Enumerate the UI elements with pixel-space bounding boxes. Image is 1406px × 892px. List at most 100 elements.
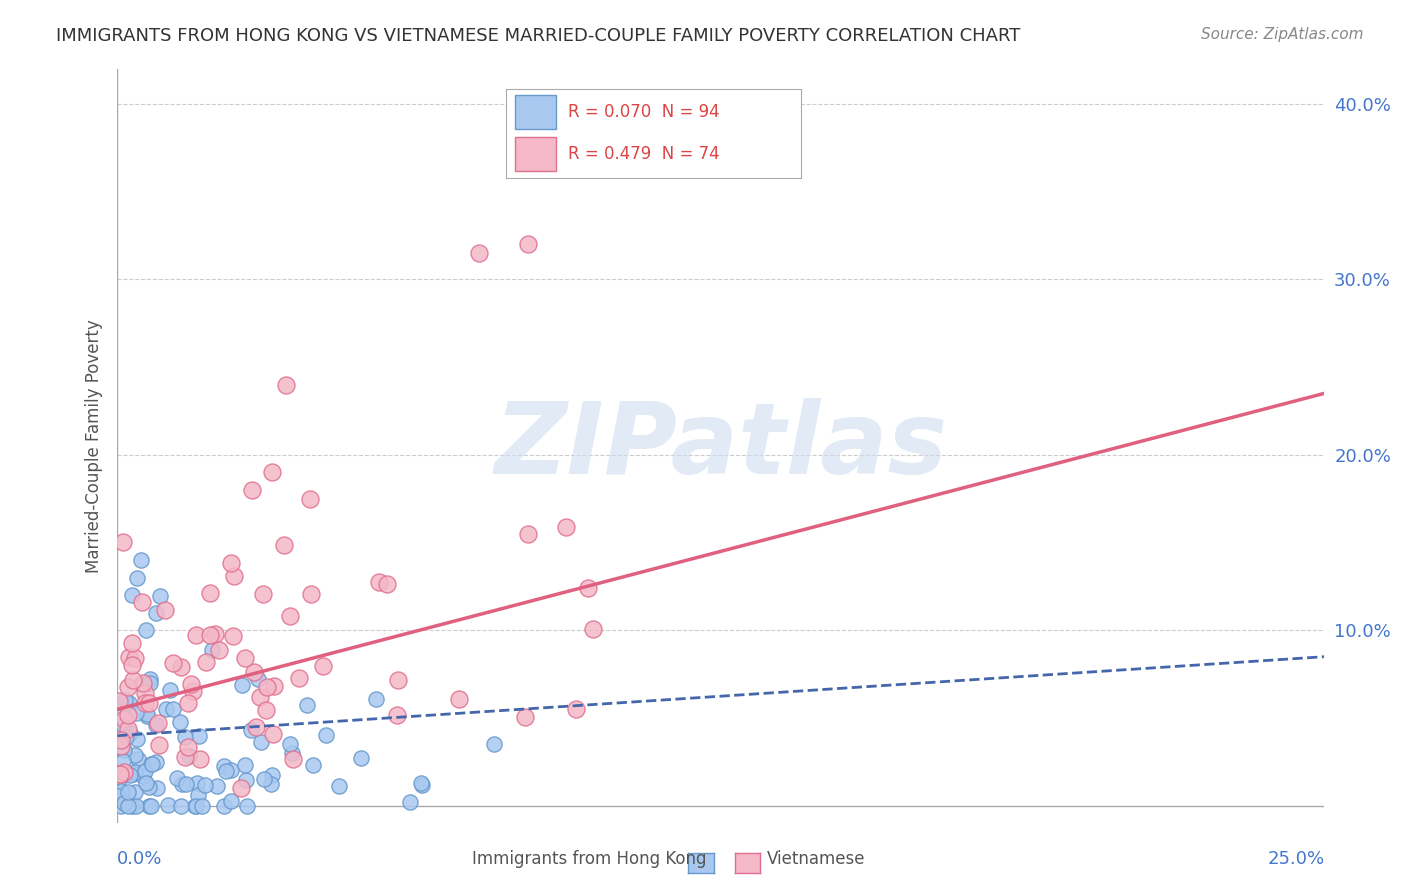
Point — [295, 698, 318, 713]
Point — [149, 589, 172, 603]
Point — [411, 778, 433, 792]
Point — [108, 708, 131, 723]
Point — [315, 728, 337, 742]
Point — [245, 720, 267, 734]
Point — [260, 466, 283, 480]
Point — [153, 603, 176, 617]
Point — [283, 752, 305, 766]
Point — [162, 701, 184, 715]
Point — [115, 731, 138, 745]
Y-axis label: Married-Couple Family Poverty: Married-Couple Family Poverty — [86, 319, 103, 573]
Point — [278, 609, 301, 624]
Point — [145, 718, 167, 732]
Point — [212, 799, 235, 814]
Point — [235, 772, 257, 787]
Text: R = 0.479  N = 74: R = 0.479 N = 74 — [568, 145, 720, 163]
Point — [215, 764, 238, 778]
Point — [112, 765, 135, 780]
Point — [125, 706, 148, 720]
Point — [299, 491, 322, 506]
Point — [145, 606, 167, 620]
Point — [288, 671, 311, 685]
Point — [110, 767, 132, 781]
Point — [249, 690, 271, 705]
Point — [170, 660, 193, 674]
Point — [276, 377, 298, 392]
Point — [112, 712, 135, 726]
Point — [212, 759, 235, 773]
Point — [110, 784, 132, 798]
Point — [184, 628, 207, 642]
Point — [247, 672, 270, 686]
Point — [124, 764, 146, 779]
Point — [235, 757, 257, 772]
Point — [117, 680, 139, 694]
Point — [555, 519, 578, 533]
Point — [183, 684, 205, 698]
Point — [112, 535, 135, 549]
Point — [174, 777, 197, 791]
Point — [582, 622, 605, 636]
Point — [148, 716, 170, 731]
Point — [134, 696, 156, 710]
Point — [328, 779, 350, 793]
Point — [114, 692, 136, 706]
Point — [194, 778, 217, 792]
Point — [278, 737, 301, 751]
Point — [118, 649, 141, 664]
Point — [125, 571, 148, 585]
Point — [350, 751, 373, 765]
Point — [117, 723, 139, 737]
Point — [447, 692, 470, 706]
Text: R = 0.070  N = 94: R = 0.070 N = 94 — [568, 103, 720, 121]
Point — [231, 677, 253, 691]
Point — [138, 799, 160, 814]
Point — [121, 799, 143, 814]
Point — [112, 718, 135, 732]
Point — [399, 795, 422, 809]
Point — [259, 777, 281, 791]
Point — [132, 676, 155, 690]
Point — [239, 723, 262, 738]
Point — [110, 799, 132, 814]
Point — [121, 673, 143, 687]
Point — [141, 757, 163, 772]
Point — [110, 733, 132, 747]
Point — [107, 789, 129, 803]
Text: IMMIGRANTS FROM HONG KONG VS VIETNAMESE MARRIED-COUPLE FAMILY POVERTY CORRELATIO: IMMIGRANTS FROM HONG KONG VS VIETNAMESE … — [56, 27, 1021, 45]
Point — [138, 673, 160, 687]
Bar — [515, 137, 557, 171]
Point — [256, 680, 278, 694]
Point — [136, 706, 159, 721]
Point — [364, 691, 387, 706]
Point — [131, 595, 153, 609]
Point — [166, 771, 188, 785]
Point — [135, 776, 157, 790]
Point — [188, 752, 211, 766]
Point — [121, 657, 143, 672]
Point — [131, 553, 153, 567]
Point — [299, 587, 322, 601]
Point — [120, 768, 142, 782]
Point — [108, 694, 131, 708]
Point — [302, 757, 325, 772]
Point — [387, 673, 409, 688]
Point — [138, 780, 160, 795]
Text: 0.0%: 0.0% — [117, 850, 163, 868]
Bar — [515, 95, 557, 129]
Point — [482, 737, 505, 751]
Point — [159, 683, 181, 698]
Point — [162, 656, 184, 670]
Point — [221, 556, 243, 570]
Point — [124, 785, 146, 799]
Point — [125, 731, 148, 746]
Point — [134, 686, 156, 700]
Point — [262, 726, 284, 740]
Point — [110, 739, 132, 753]
Point — [124, 747, 146, 762]
Point — [127, 752, 149, 766]
Point — [515, 710, 537, 724]
Text: ZIPatlas: ZIPatlas — [495, 398, 948, 494]
Point — [236, 799, 259, 814]
Point — [219, 794, 242, 808]
